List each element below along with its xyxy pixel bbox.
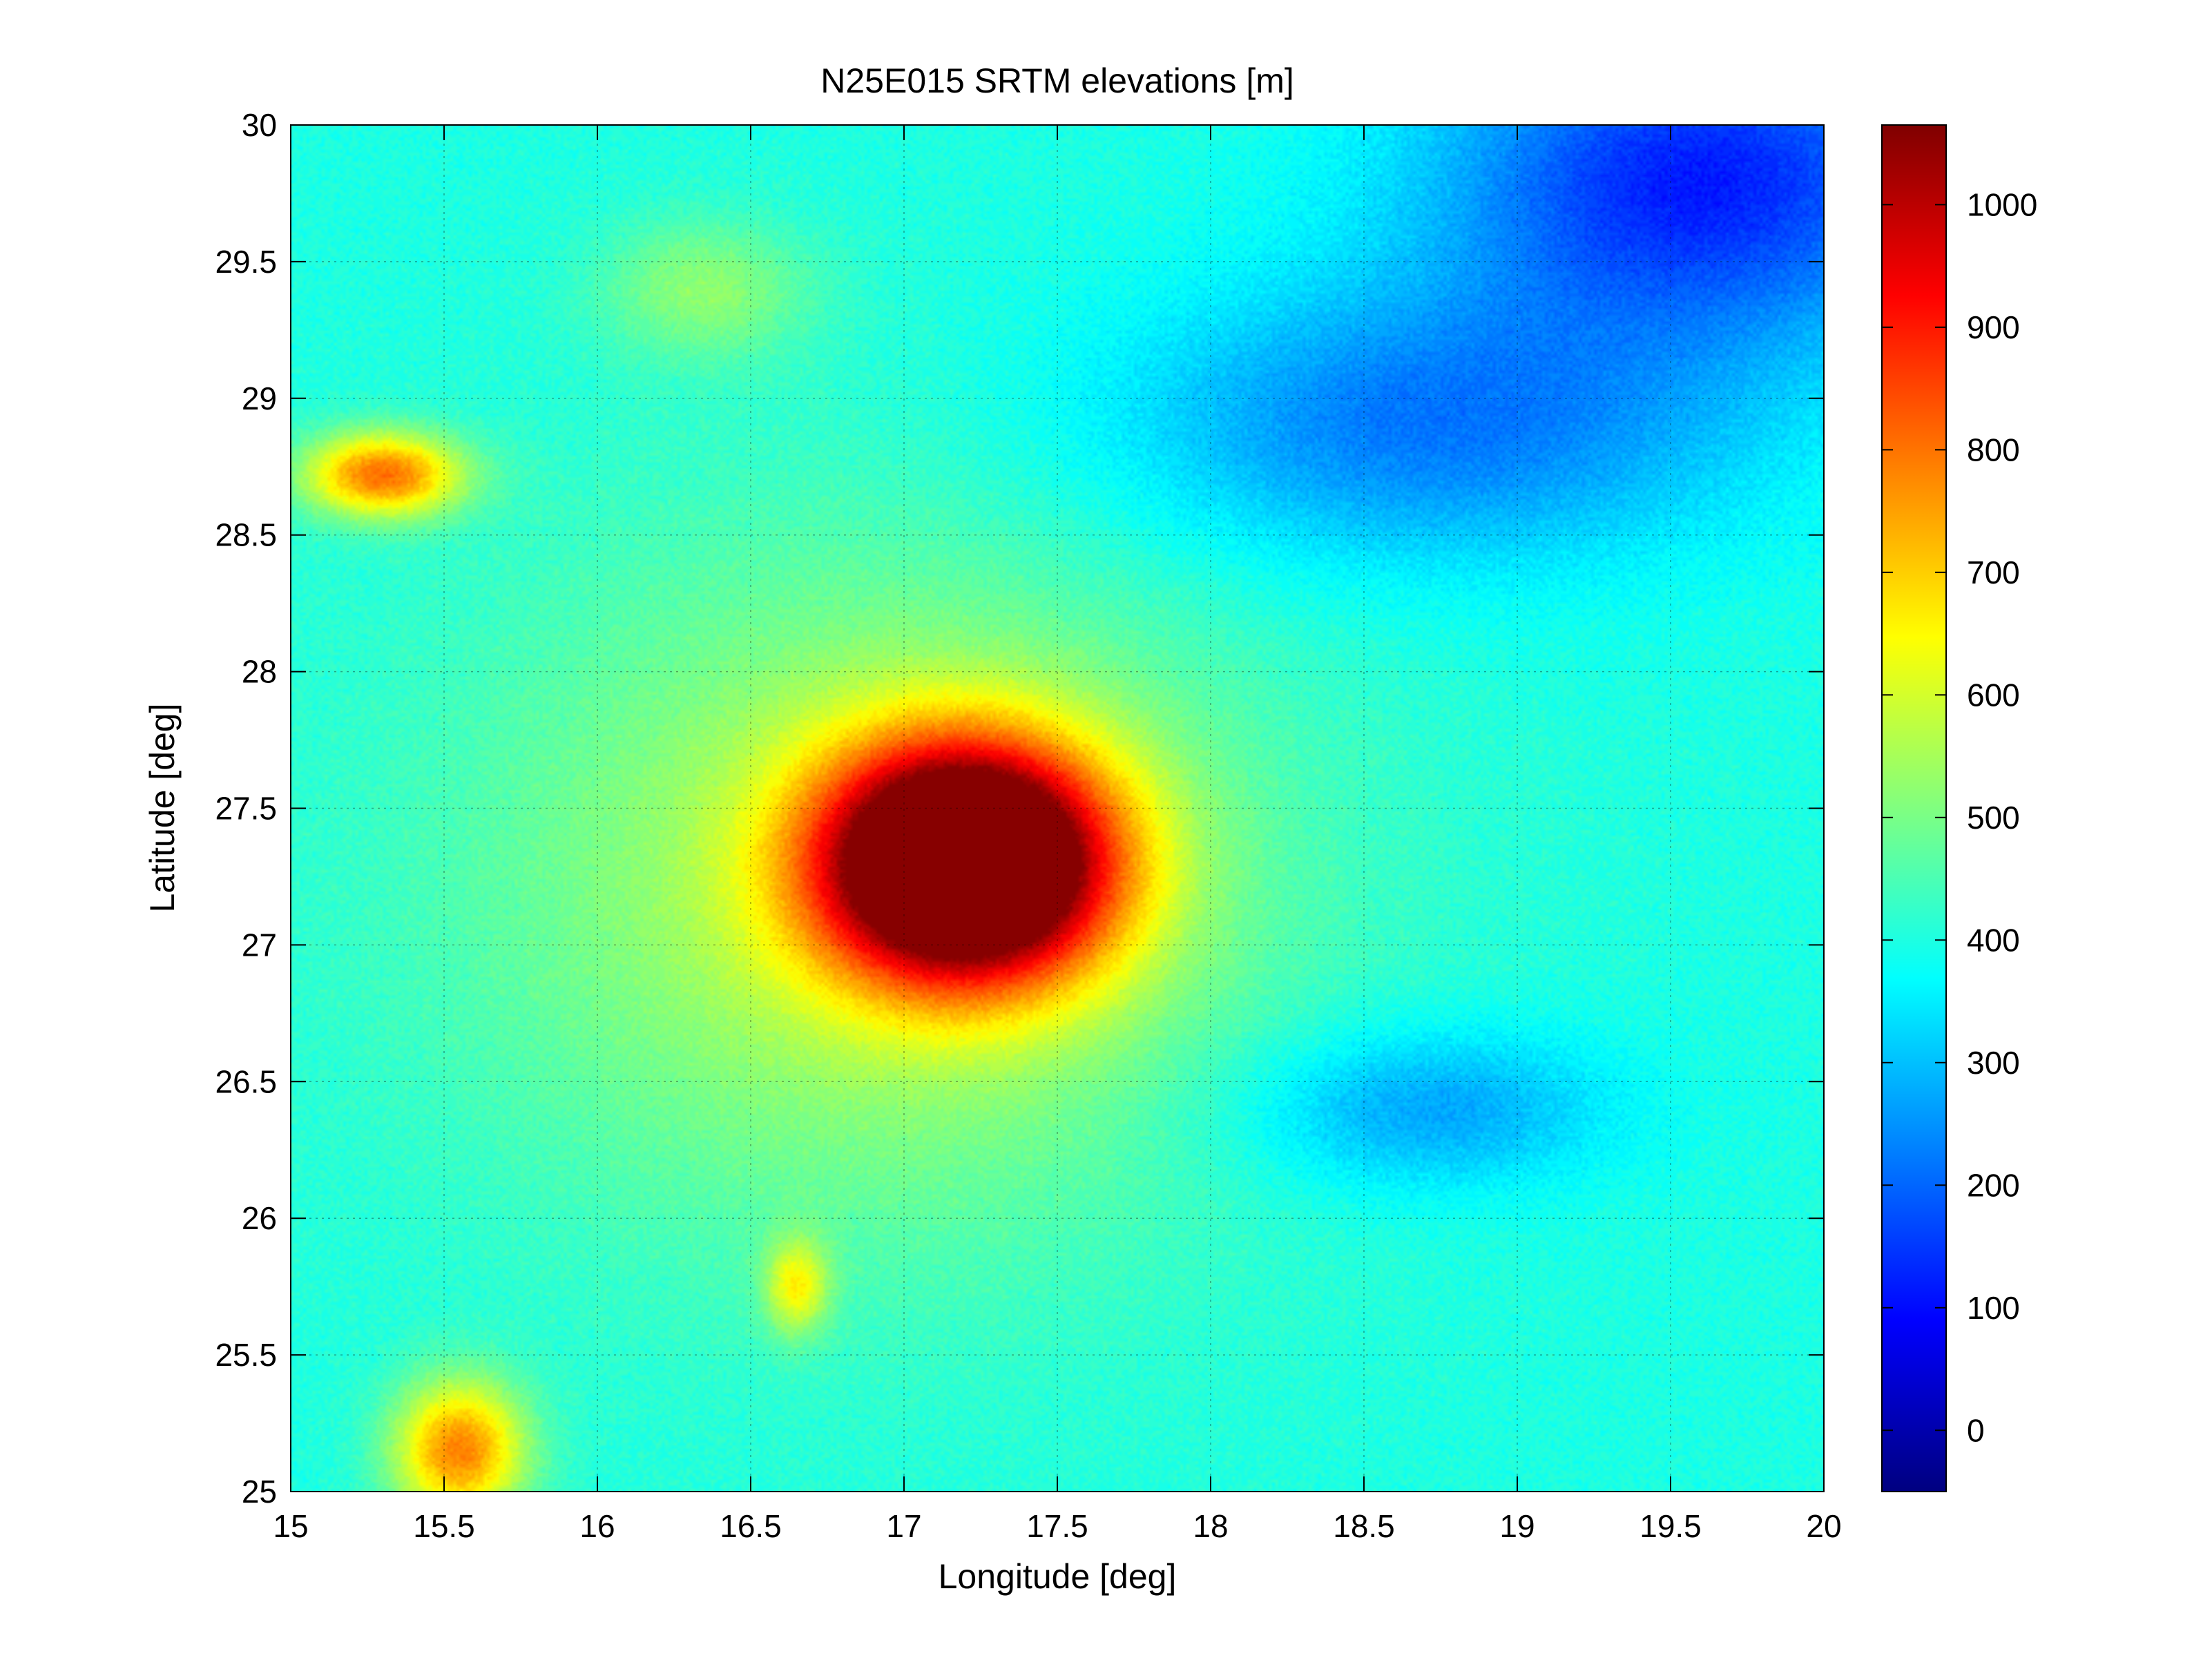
y-tick-label: 28: [242, 654, 277, 690]
colorbar-tick-label: 1000: [1967, 186, 2037, 222]
colorbar-ticks: 0 100 200 300 400 500 600 700 800 900 1000: [1882, 186, 2037, 1448]
x-axis-label: Longitude [deg]: [939, 1557, 1177, 1596]
heatmap-layer: [291, 125, 1824, 1492]
y-tick-label: 29: [242, 380, 277, 416]
colorbar-gradient: [1882, 125, 1946, 1492]
x-tick-label: 18: [1193, 1508, 1228, 1544]
y-tick-label: 29.5: [215, 244, 277, 280]
x-tick-label: 15.5: [413, 1508, 475, 1544]
y-axis-label: Latitude [deg]: [143, 703, 182, 912]
x-axis-ticks: 15 15.5 16 16.5 17 17.5 18 18.5 19 19.5 20: [273, 125, 1842, 1544]
colorbar-tick-label: 700: [1967, 555, 2020, 590]
x-tick-label: 19: [1499, 1508, 1535, 1544]
x-tick-label: 20: [1806, 1508, 1841, 1544]
y-tick-label: 27.5: [215, 791, 277, 827]
y-tick-label: 30: [242, 107, 277, 143]
y-tick-label: 26: [242, 1200, 277, 1236]
x-tick-label: 16: [579, 1508, 615, 1544]
y-tick-label: 25.5: [215, 1337, 277, 1373]
grid-lines: [291, 125, 1824, 1492]
y-axis-ticks: 25 25.5 26 26.5 27 27.5 28 28.5 29 29.5 30: [215, 107, 1824, 1510]
y-tick-label: 28.5: [215, 517, 277, 553]
y-tick-label: 26.5: [215, 1063, 277, 1099]
colorbar: 0 100 200 300 400 500 600 700 800 900 1000: [1881, 124, 2037, 1492]
x-tick-label: 15: [273, 1508, 308, 1544]
colorbar-tick-label: 0: [1967, 1412, 1985, 1448]
colorbar-tick-label: 600: [1967, 677, 2020, 713]
colorbar-tick-label: 900: [1967, 309, 2020, 345]
chart-title: N25E015 SRTM elevations [m]: [820, 61, 1294, 100]
colorbar-tick-label: 400: [1967, 922, 2020, 958]
colorbar-tick-label: 300: [1967, 1045, 2020, 1081]
elevation-raster: [291, 125, 1824, 1492]
y-tick-label: 27: [242, 927, 277, 963]
x-tick-label: 17.5: [1026, 1508, 1088, 1544]
x-tick-label: 19.5: [1639, 1508, 1702, 1544]
colorbar-tick-label: 200: [1967, 1167, 2020, 1203]
colorbar-tick-label: 800: [1967, 432, 2020, 467]
x-tick-label: 17: [886, 1508, 921, 1544]
x-tick-label: 18.5: [1333, 1508, 1395, 1544]
y-tick-label: 25: [242, 1474, 277, 1510]
colorbar-frame: [1881, 124, 1947, 1492]
x-tick-label: 16.5: [720, 1508, 782, 1544]
colorbar-tick-label: 100: [1967, 1290, 2020, 1326]
colorbar-tick-label: 500: [1967, 800, 2020, 836]
